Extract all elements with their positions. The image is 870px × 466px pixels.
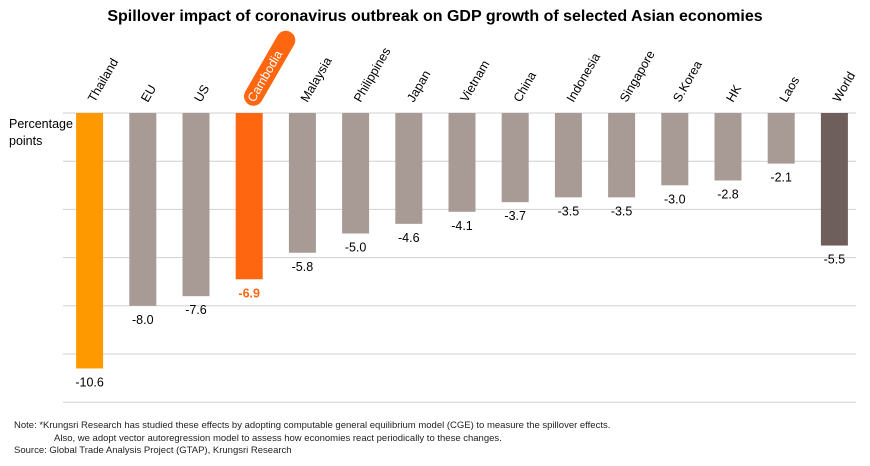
category-label-singapore: Singapore — [617, 48, 658, 104]
value-label-us: -7.6 — [185, 303, 207, 317]
value-label-vietnam: -4.1 — [451, 219, 473, 233]
value-label-cambodia: -6.9 — [238, 286, 260, 300]
bar-vietnam — [448, 113, 476, 212]
bar-malaysia — [288, 113, 316, 253]
category-labels: Thailand EU US Cambodia Malaysia Philippines J… — [85, 30, 858, 106]
category-label-malaysia: Malaysia — [298, 55, 335, 105]
value-label-japan: -4.6 — [398, 231, 420, 245]
category-label-vietnam: Vietnam — [457, 58, 492, 105]
category-label-thailand: Thailand — [85, 56, 121, 105]
category-label-indonesia: Indonesia — [564, 51, 603, 105]
bar-eu — [129, 113, 157, 306]
note-line-1: Note: *Krungsri Research has studied the… — [14, 420, 611, 431]
bar-laos — [767, 113, 795, 164]
bar-cambodia — [235, 113, 263, 280]
value-label-singapore: -3.5 — [611, 204, 633, 218]
bar-philippines — [342, 113, 370, 234]
bar-japan — [395, 113, 423, 224]
value-labels: -10.6 -8.0 -7.6 -6.9 -5.8 -5.0 -4.6 -4.1 -3.7 -3.… — [75, 171, 845, 390]
category-label-laos: Laos — [777, 74, 803, 104]
category-label-s-korea: S.Korea — [670, 58, 705, 104]
value-label-hk: -2.8 — [717, 187, 739, 201]
category-label-eu: EU — [138, 82, 159, 104]
value-label-thailand: -10.6 — [75, 375, 104, 389]
source-line: Source: Global Trade Analysis Project (G… — [14, 445, 292, 456]
highlight-pill — [243, 30, 296, 106]
note-line-2: Also, we adopt vector autoregression mod… — [54, 432, 502, 444]
y-axis-label: Percentage points — [9, 117, 73, 148]
value-label-philippines: -5.0 — [345, 241, 367, 255]
bar-singapore — [608, 113, 636, 198]
value-label-china: -3.7 — [504, 209, 526, 223]
category-label-china: China — [511, 69, 539, 104]
value-label-eu: -8.0 — [132, 313, 154, 327]
value-label-laos: -2.1 — [770, 171, 792, 185]
category-label-world: World — [830, 69, 858, 104]
value-label-indonesia: -3.5 — [558, 204, 580, 218]
value-label-malaysia: -5.8 — [292, 260, 314, 274]
bar-s-korea — [661, 113, 689, 186]
category-label-hk: HK — [723, 82, 744, 105]
category-label-cambodia: Cambodia — [245, 48, 286, 104]
chart-title: Spillover impact of coronavirus outbreak… — [107, 8, 763, 25]
category-label-us: US — [191, 82, 212, 104]
category-label-japan: Japan — [404, 68, 433, 105]
bar-us — [182, 113, 210, 297]
value-label-s-korea: -3.0 — [664, 192, 686, 206]
bar-indonesia — [554, 113, 582, 198]
bar-hk — [714, 113, 742, 181]
bar-thailand — [76, 113, 104, 369]
footnotes: Note: *Krungsri Research has studied the… — [14, 420, 864, 458]
category-label-philippines: Philippines — [351, 45, 393, 104]
bar-china — [501, 113, 529, 203]
bar-world — [820, 113, 848, 246]
bars — [76, 113, 848, 369]
value-label-world: -5.5 — [824, 253, 846, 267]
